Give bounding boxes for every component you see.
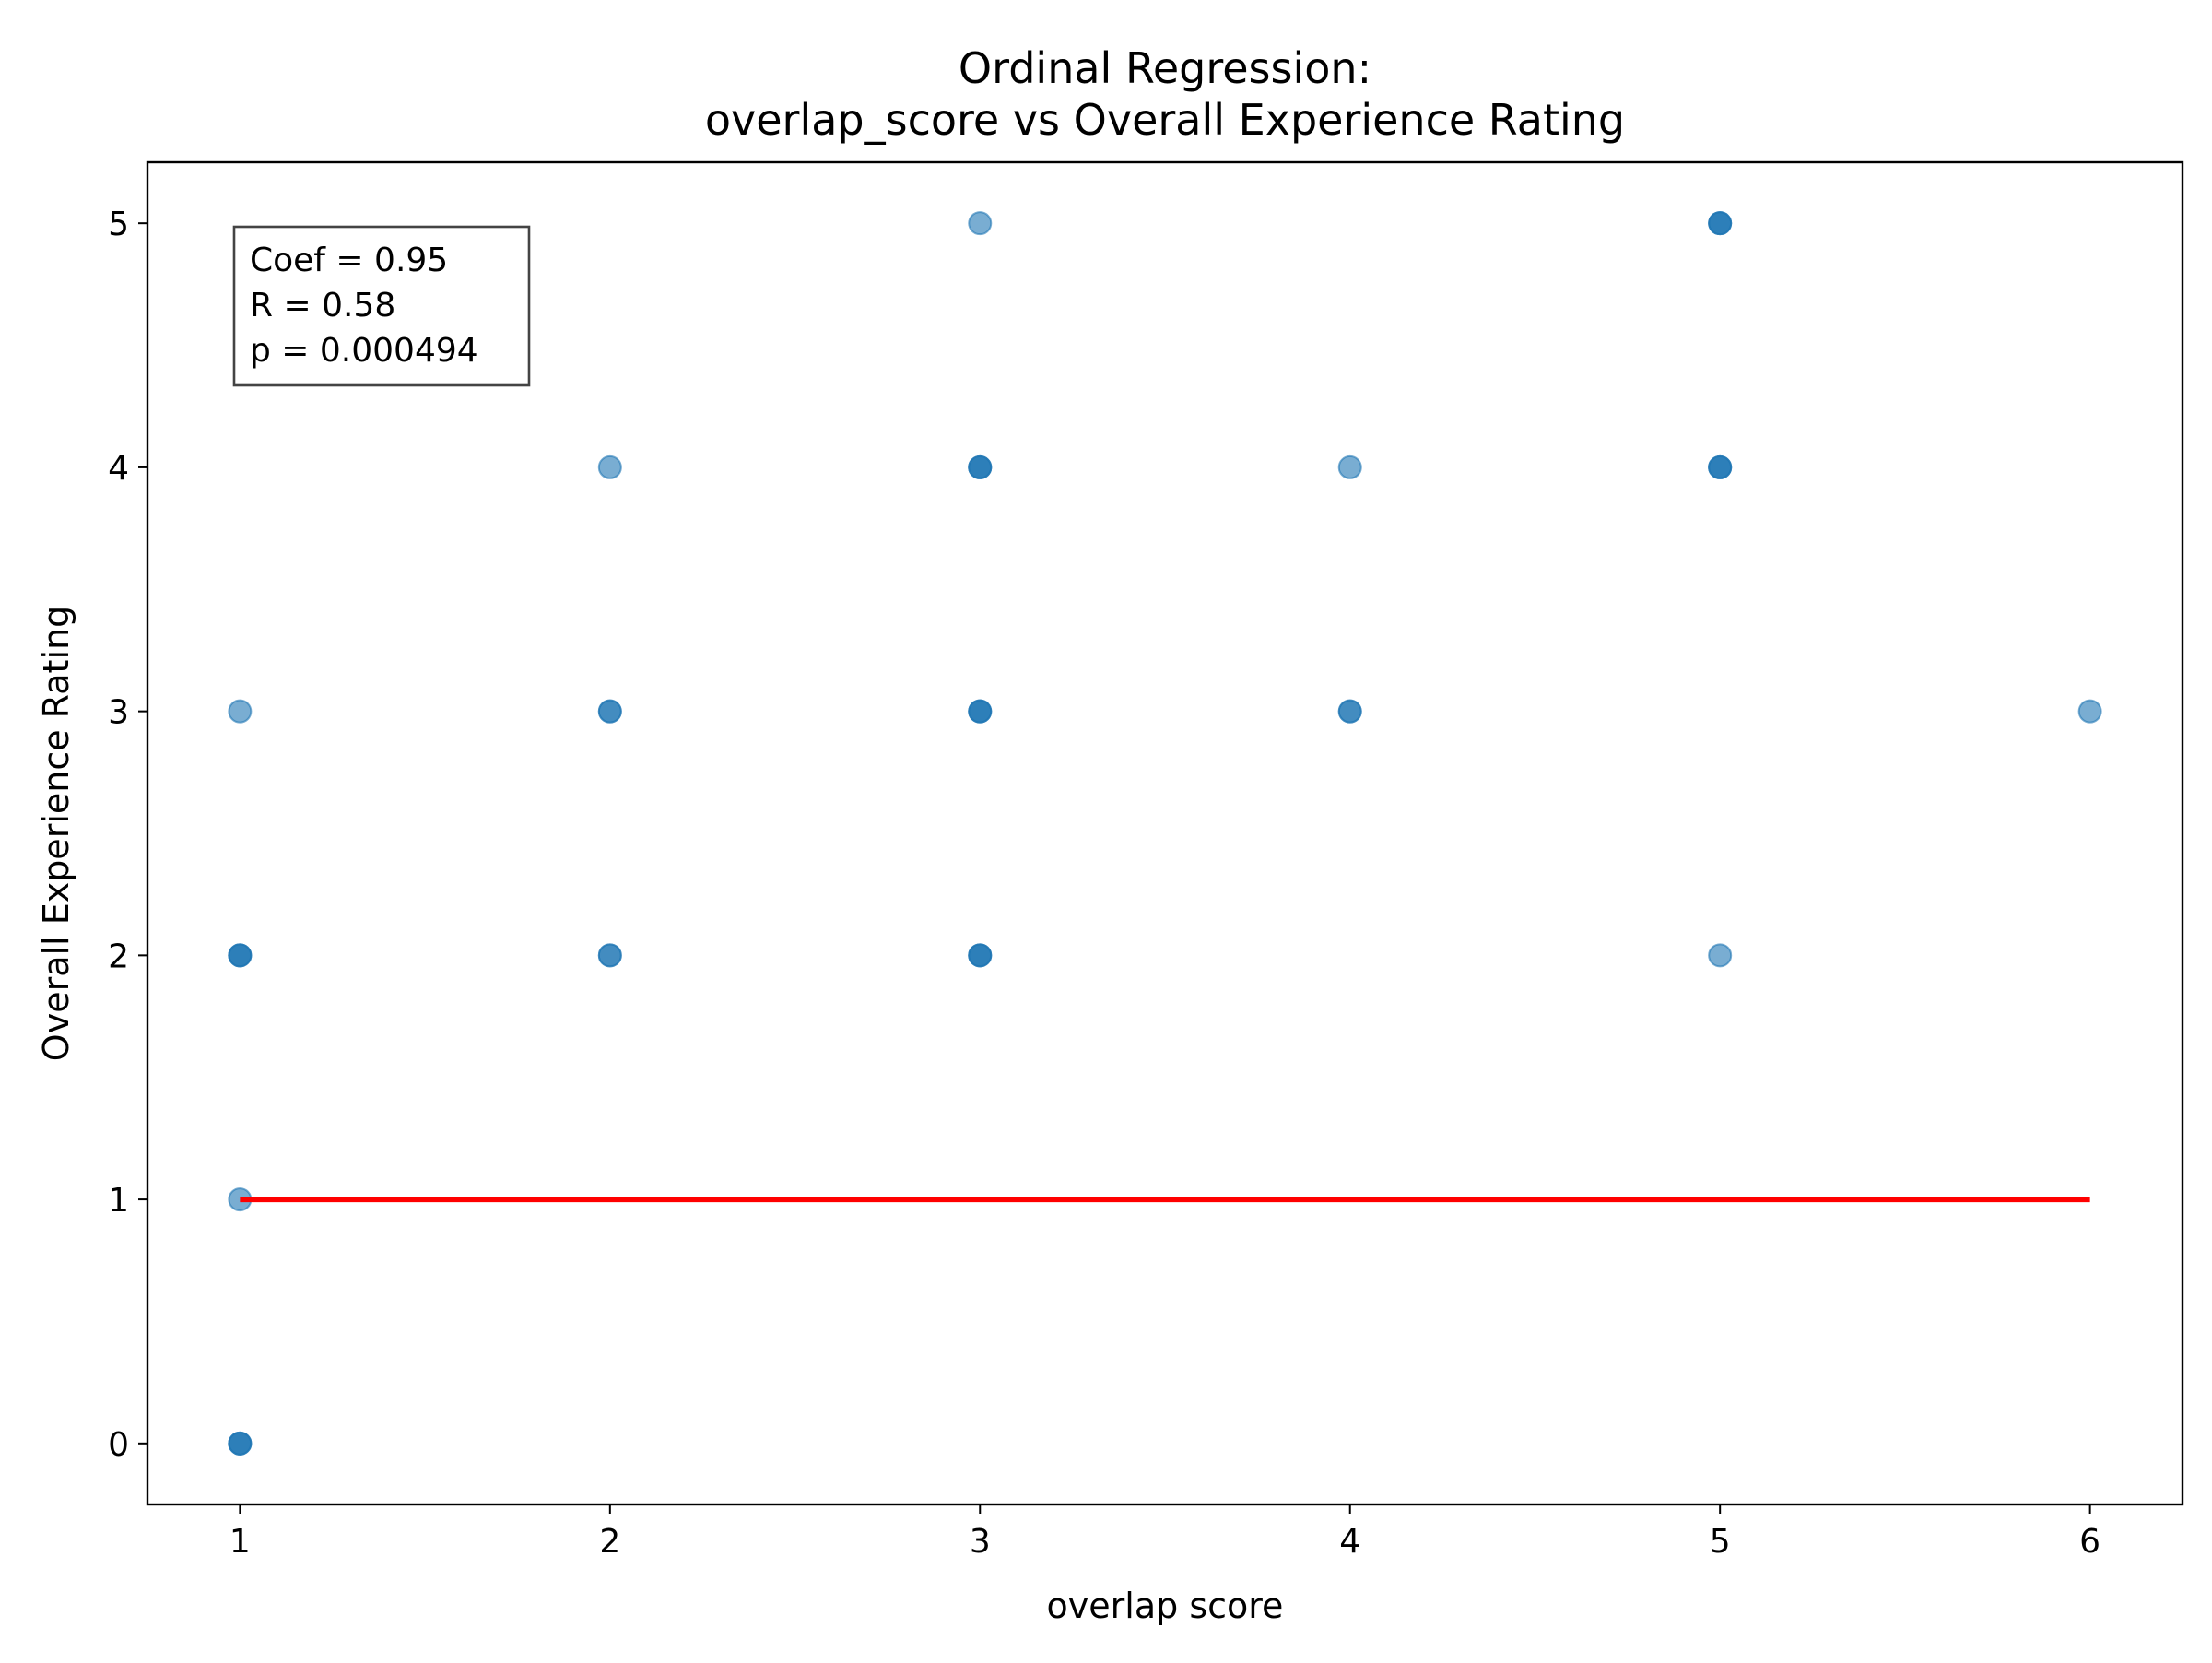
x-tick-label: 3 <box>970 1523 991 1561</box>
scatter-point-marker <box>1708 211 1733 236</box>
scatter-point <box>1708 211 1733 236</box>
scatter-point <box>597 943 622 968</box>
scatter-point <box>1337 699 1362 724</box>
scatter-point-marker <box>968 943 993 968</box>
chart-title-line-1: Ordinal Regression: <box>959 43 1371 93</box>
y-axis-label: Overall Experience Rating <box>36 606 76 1061</box>
stats-r: R = 0.58 <box>250 287 395 324</box>
stats-coef: Coef = 0.95 <box>250 242 448 279</box>
scatter-point <box>1708 454 1733 479</box>
scatter-point <box>597 699 622 724</box>
scatter-point-marker <box>597 454 622 479</box>
scatter-point-marker <box>2077 699 2102 724</box>
plot-frame <box>146 160 2184 1506</box>
scatter-point <box>2077 699 2102 724</box>
scatter-point-marker <box>1337 699 1362 724</box>
y-tick-label: 0 <box>108 1426 129 1464</box>
scatter-point <box>968 211 993 236</box>
chart-title-line-2: overlap_score vs Overall Experience Rati… <box>705 95 1625 145</box>
x-tick-label: 4 <box>1339 1523 1360 1561</box>
x-tick-label: 2 <box>599 1523 620 1561</box>
y-tick-label: 2 <box>108 938 129 975</box>
x-tick-label: 1 <box>229 1523 251 1561</box>
scatter-point-marker <box>228 1431 253 1456</box>
scatter-point-marker <box>597 699 622 724</box>
stats-annotation: Coef = 0.95 R = 0.58 p = 0.000494 <box>232 225 531 387</box>
scatter-point <box>1708 943 1733 968</box>
scatter-point-marker <box>228 943 253 968</box>
x-axis-ticks: 1 2 3 4 5 6 <box>229 1504 2100 1561</box>
y-tick-label: 4 <box>108 450 129 488</box>
scatter-point-marker <box>1708 943 1733 968</box>
x-tick-label: 6 <box>2079 1523 2100 1561</box>
y-tick-label: 1 <box>108 1182 129 1220</box>
y-tick-label: 5 <box>108 206 129 243</box>
scatter-point <box>228 699 253 724</box>
scatter-point-marker <box>1708 454 1733 479</box>
x-tick-label: 5 <box>1710 1523 1731 1561</box>
scatter-point <box>228 1431 253 1456</box>
scatter-point-marker <box>228 699 253 724</box>
y-axis-ticks: 0 1 2 3 4 5 <box>108 206 147 1464</box>
scatter-point-marker <box>968 699 993 724</box>
scatter-point-marker <box>968 211 993 236</box>
scatter-point <box>228 943 253 968</box>
scatter-point-marker <box>968 454 993 479</box>
y-tick-label: 3 <box>108 694 129 732</box>
chart-title: Ordinal Regression: overlap_score vs Ove… <box>705 43 1625 145</box>
scatter-point-marker <box>597 943 622 968</box>
scatter-point <box>968 699 993 724</box>
scatter-point <box>968 454 993 479</box>
scatter-point <box>968 943 993 968</box>
scatter-point-marker <box>1337 454 1362 479</box>
scatter-point <box>1337 454 1362 479</box>
plot-area <box>228 211 2102 1456</box>
stats-box-frame <box>232 225 531 387</box>
scatter-point <box>597 454 622 479</box>
x-axis-label: overlap score <box>1047 1586 1284 1626</box>
stats-p: p = 0.000494 <box>250 332 478 370</box>
